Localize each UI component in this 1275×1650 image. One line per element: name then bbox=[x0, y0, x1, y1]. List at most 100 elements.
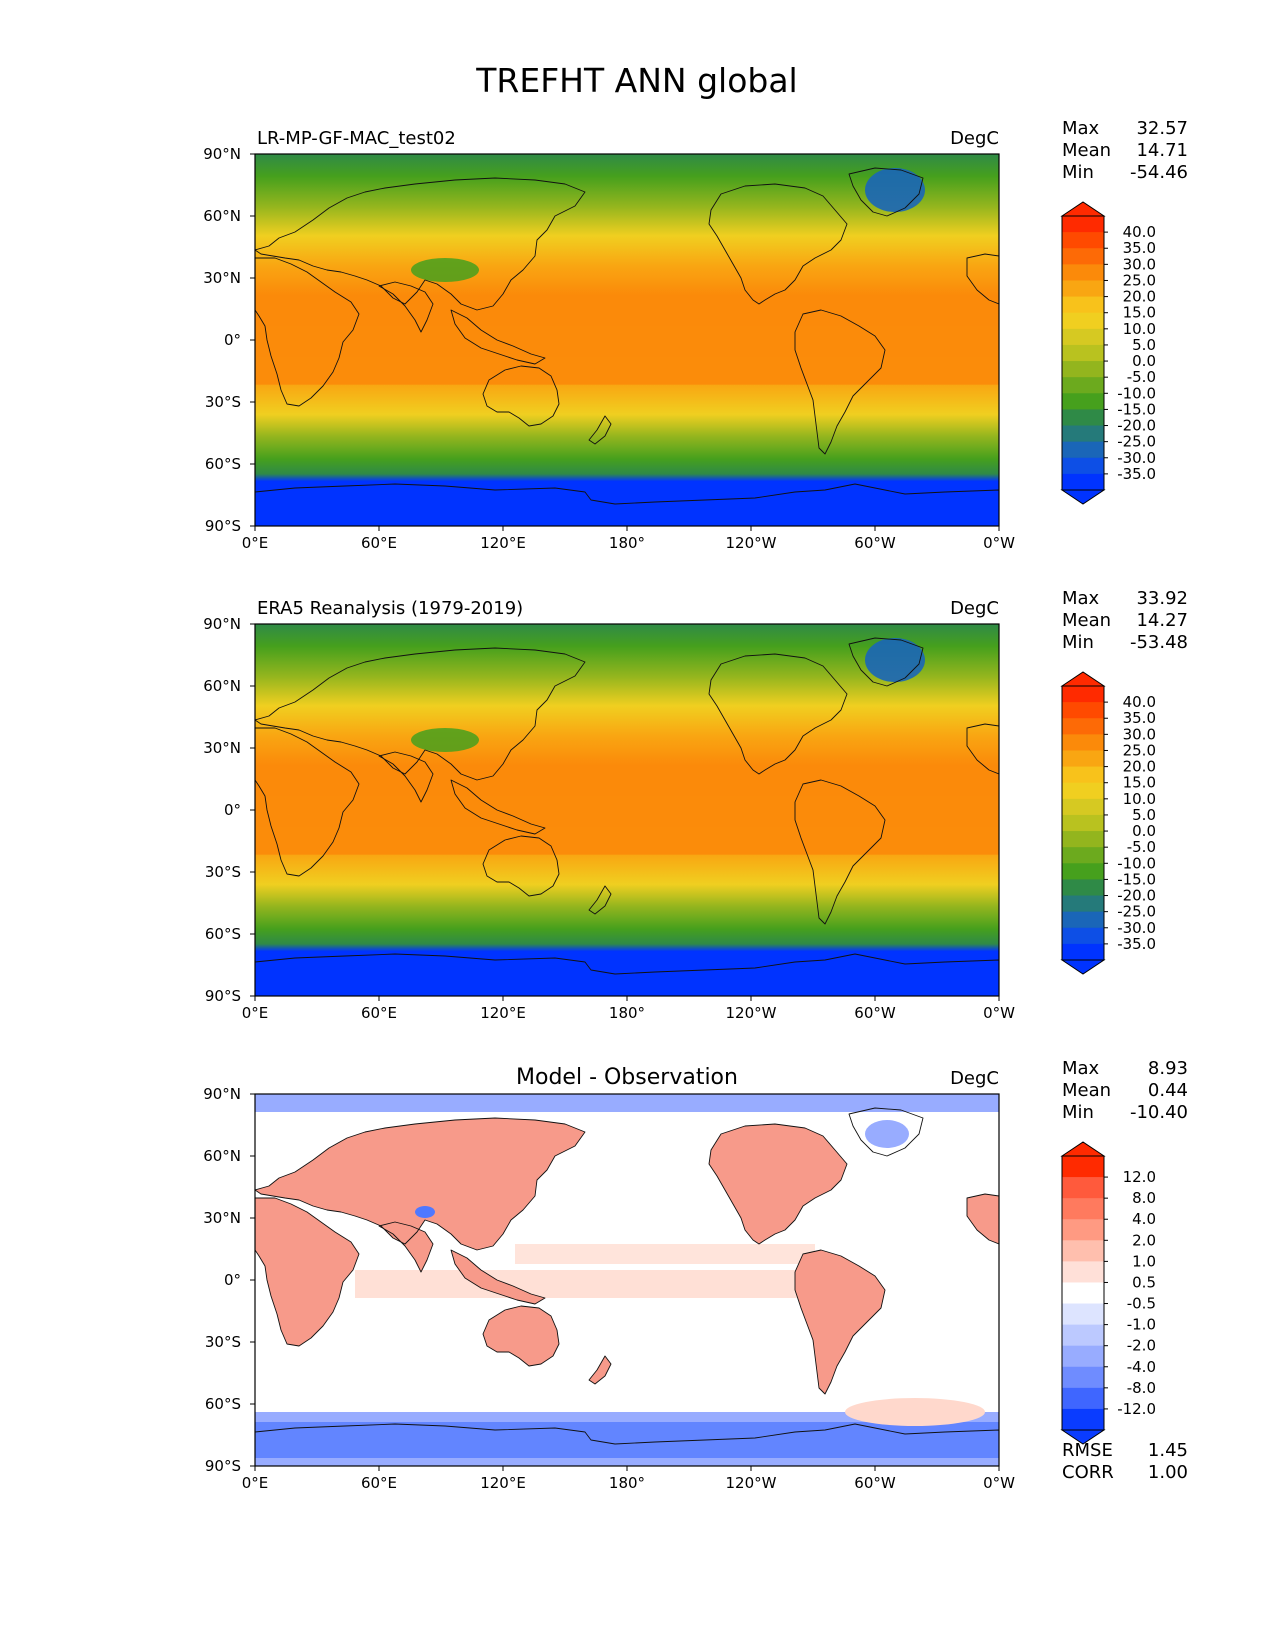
stat-label: Max bbox=[1062, 118, 1100, 139]
colorbar: 40.035.030.025.020.015.010.05.00.0-5.0-1… bbox=[1060, 671, 1156, 975]
colorbar-segment bbox=[1062, 686, 1104, 703]
colorbar-segment bbox=[1062, 377, 1104, 394]
colorbar-segment bbox=[1062, 1366, 1104, 1389]
x-tick-label: 0°W bbox=[983, 1474, 1015, 1492]
colorbar-segment bbox=[1062, 457, 1104, 475]
colorbar-segment bbox=[1062, 409, 1104, 427]
stat-label: Min bbox=[1062, 632, 1094, 653]
stat-label: Mean bbox=[1062, 610, 1111, 631]
colorbar-tick-label: 5.0 bbox=[1132, 806, 1156, 824]
y-tick-label: 60°S bbox=[205, 925, 241, 943]
y-tick-label: 30°S bbox=[205, 1333, 241, 1351]
colorbar-tick-label: 30.0 bbox=[1123, 255, 1156, 273]
colorbar-tick-label: -30.0 bbox=[1117, 919, 1156, 937]
colorbar-segment bbox=[1062, 847, 1104, 864]
stat-value: 0.44 bbox=[1148, 1080, 1188, 1101]
y-tick-label: 30°S bbox=[205, 393, 241, 411]
stat-value: 14.27 bbox=[1136, 610, 1188, 631]
colorbar-segment bbox=[1062, 232, 1104, 249]
colorbar-segment bbox=[1062, 943, 1104, 961]
x-tick-label: 120°E bbox=[480, 1474, 526, 1492]
footer-stat-label: RMSE bbox=[1062, 1440, 1113, 1461]
stat-label: Max bbox=[1062, 1058, 1100, 1079]
colorbar-segment bbox=[1062, 1324, 1104, 1347]
colorbar-tick-label: -8.0 bbox=[1127, 1379, 1156, 1397]
colorbar-extend-max bbox=[1060, 201, 1106, 217]
colorbar-segment bbox=[1062, 782, 1104, 800]
x-tick-label: 0°W bbox=[983, 534, 1015, 552]
colorbar-tick-label: -15.0 bbox=[1117, 870, 1156, 888]
y-tick-label: 60°S bbox=[205, 455, 241, 473]
x-tick-label: 120°W bbox=[726, 534, 777, 552]
x-tick-label: 120°E bbox=[480, 534, 526, 552]
panel-center-title: Model - Observation bbox=[516, 1065, 738, 1090]
x-tick-label: 180° bbox=[609, 534, 645, 552]
colorbar-tick-label: 4.0 bbox=[1132, 1210, 1156, 1228]
colorbar-segment bbox=[1062, 473, 1104, 491]
footer-stat-value: 1.00 bbox=[1148, 1462, 1188, 1483]
colorbar-tick-label: -25.0 bbox=[1117, 433, 1156, 451]
stat-value: 14.71 bbox=[1136, 140, 1188, 161]
colorbar-segment bbox=[1062, 1156, 1104, 1178]
colorbar-tick-label: 25.0 bbox=[1123, 271, 1156, 289]
y-tick-label: 90°S bbox=[205, 517, 241, 535]
colorbar-tick-label: -20.0 bbox=[1117, 887, 1156, 905]
stat-value: -53.48 bbox=[1130, 632, 1188, 653]
colorbar-tick-label: 0.5 bbox=[1132, 1273, 1156, 1291]
x-tick-label: 60°W bbox=[854, 1474, 896, 1492]
colorbar-segment bbox=[1062, 879, 1104, 897]
colorbar-segment bbox=[1062, 441, 1104, 459]
colorbar-tick-label: -35.0 bbox=[1117, 465, 1156, 483]
stat-value: 8.93 bbox=[1148, 1058, 1188, 1079]
colorbar-extend-max bbox=[1060, 671, 1106, 687]
colorbar-tick-label: -15.0 bbox=[1117, 400, 1156, 418]
colorbar-segment bbox=[1062, 1261, 1104, 1283]
y-tick-label: 90°N bbox=[203, 145, 241, 163]
map-field bbox=[255, 624, 999, 996]
colorbar-tick-label: 40.0 bbox=[1123, 223, 1156, 241]
colorbar-tick-label: 12.0 bbox=[1123, 1168, 1156, 1186]
colorbar-segment bbox=[1062, 264, 1104, 281]
colorbar-segment bbox=[1062, 1240, 1104, 1262]
colorbar: 40.035.030.025.020.015.010.05.00.0-5.0-1… bbox=[1060, 201, 1156, 505]
colorbar-tick-label: -0.5 bbox=[1127, 1295, 1156, 1313]
y-tick-label: 60°N bbox=[203, 207, 241, 225]
colorbar-tick-label: -12.0 bbox=[1117, 1400, 1156, 1418]
colorbar-segment bbox=[1062, 1387, 1104, 1410]
colorbar-tick-label: 35.0 bbox=[1123, 709, 1156, 727]
colorbar-segment bbox=[1062, 718, 1104, 735]
colorbar-segment bbox=[1062, 814, 1104, 832]
x-tick-label: 0°E bbox=[242, 534, 269, 552]
colorbar-tick-label: 35.0 bbox=[1123, 239, 1156, 257]
stat-label: Mean bbox=[1062, 1080, 1111, 1101]
x-tick-label: 120°W bbox=[726, 1004, 777, 1022]
colorbar-tick-label: 20.0 bbox=[1123, 288, 1156, 306]
colorbar-tick-label: 8.0 bbox=[1132, 1189, 1156, 1207]
colorbar-tick-label: 40.0 bbox=[1123, 693, 1156, 711]
y-tick-label: 90°S bbox=[205, 987, 241, 1005]
colorbar-tick-label: 2.0 bbox=[1132, 1231, 1156, 1249]
colorbar-segment bbox=[1062, 1177, 1104, 1199]
x-tick-label: 0°E bbox=[242, 1004, 269, 1022]
stat-label: Min bbox=[1062, 1102, 1094, 1123]
x-tick-label: 0°E bbox=[242, 1474, 269, 1492]
x-tick-label: 120°E bbox=[480, 1004, 526, 1022]
colorbar-extend-max bbox=[1060, 1141, 1106, 1157]
x-tick-label: 120°W bbox=[726, 1474, 777, 1492]
panel-3: Model - Observation DegC 0°E 60°E 120°E 180° 1… bbox=[203, 1058, 1188, 1492]
y-tick-label: 90°N bbox=[203, 615, 241, 633]
colorbar-segment bbox=[1062, 344, 1104, 362]
colorbar-tick-label: 15.0 bbox=[1123, 774, 1156, 792]
y-tick-label: 60°N bbox=[203, 1147, 241, 1165]
panel-units: DegC bbox=[950, 128, 999, 149]
colorbar-segment bbox=[1062, 831, 1104, 848]
x-tick-label: 60°W bbox=[854, 1004, 896, 1022]
y-tick-label: 90°N bbox=[203, 1085, 241, 1103]
colorbar-segment bbox=[1062, 1408, 1104, 1431]
colorbar-segment bbox=[1062, 1219, 1104, 1241]
stat-label: Mean bbox=[1062, 140, 1111, 161]
y-tick-label: 90°S bbox=[205, 1457, 241, 1475]
stat-label: Max bbox=[1062, 588, 1100, 609]
colorbar-segment bbox=[1062, 1345, 1104, 1368]
